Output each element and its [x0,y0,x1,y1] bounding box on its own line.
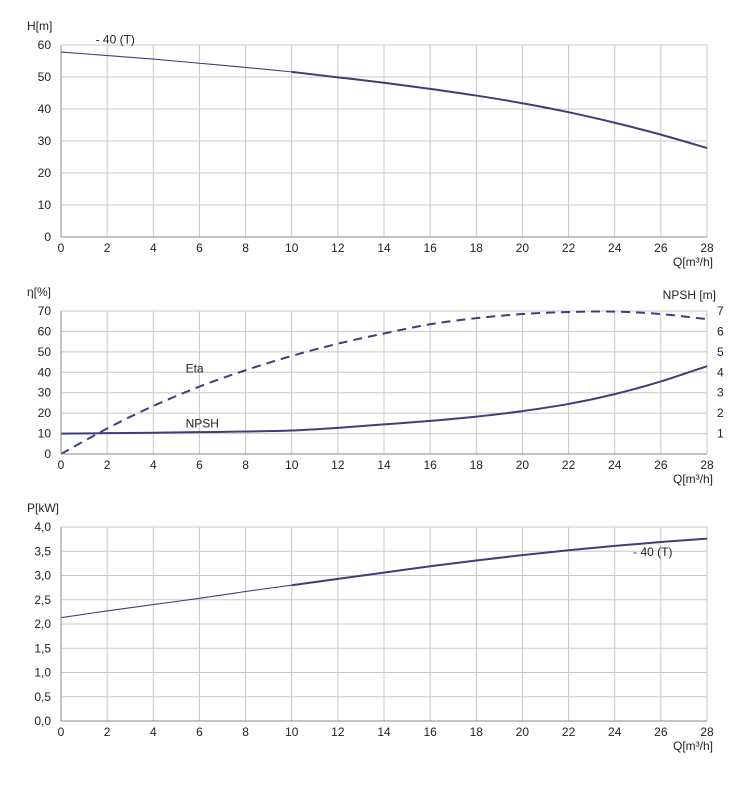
x-tick-label: 4 [150,725,157,739]
x-tick-label: 16 [423,458,437,472]
x-tick-label: 10 [285,241,299,255]
chart-panel-1: 0 2 4 6 8 10 12 14 16 18 20 22 24 26 280102030405060H[… [27,19,714,269]
y-tick-label-right: 1 [717,427,724,441]
x-tick-label: 10 [285,725,299,739]
y-tick-label: 0,0 [34,714,51,728]
y-tick-label-right: 2 [717,406,724,420]
chart-panel-2: 0 2 4 6 8 10 12 14 16 18 20 22 24 26 28010203040506070… [27,285,724,486]
x-axis-label: Q[m³/h] [673,739,713,753]
y-tick-label: 10 [38,198,52,212]
y-tick-label: 50 [38,70,52,84]
series-label: Eta [186,361,204,375]
y-axis-label-right: NPSH [m] [663,288,716,302]
x-tick-label: 26 [654,458,668,472]
series-line-1-thin [60,584,292,619]
x-tick-label: 12 [331,458,345,472]
x-tick-label: 12 [331,241,345,255]
series-label: - 40 (T) [96,32,135,46]
x-tick-label: 14 [377,458,391,472]
y-tick-label: 0,5 [34,690,51,704]
series-line-1 [291,70,708,150]
y-tick-label-right: 7 [717,304,724,318]
x-tick-label: 24 [608,725,622,739]
x-tick-label: 12 [331,725,345,739]
x-tick-label: 16 [423,725,437,739]
x-tick-label: 10 [285,458,299,472]
y-tick-label: 50 [38,345,52,359]
y-tick-label: 2,5 [34,593,51,607]
x-tick-label: 28 [700,725,714,739]
series-line-1 [60,310,708,455]
x-axis-label: Q[m³/h] [673,472,713,486]
x-tick-label: 8 [242,458,249,472]
x-tick-label: 4 [150,241,157,255]
x-tick-label: 16 [423,241,437,255]
y-tick-label-right: 6 [717,324,724,338]
series-line-1-thin [60,51,292,73]
y-tick-label: 0 [44,447,51,461]
chart-panel-3: 0 2 4 6 8 10 12 14 16 18 20 22 24 26 280,00,51,01,52,0… [27,501,714,753]
x-tick-label: 2 [104,725,111,739]
x-tick-label: 28 [700,241,714,255]
y-tick-label-right: 5 [717,345,724,359]
series-line-1 [291,537,708,587]
series-label: NPSH [186,416,219,430]
y-tick-label: 20 [38,406,52,420]
y-tick-label: 30 [38,134,52,148]
x-tick-label: 24 [608,241,622,255]
y-tick-label: 1,0 [34,666,51,680]
x-tick-label: 26 [654,241,668,255]
x-tick-label: 26 [654,725,668,739]
x-tick-label: 0 [58,458,65,472]
y-tick-label: 2,0 [34,617,51,631]
x-tick-label: 28 [700,458,714,472]
x-axis-label: Q[m³/h] [673,255,713,269]
x-tick-label: 20 [516,725,530,739]
y-tick-label: 30 [38,386,52,400]
y-tick-label: 0 [44,230,51,244]
y-tick-label-right: 3 [717,386,724,400]
x-tick-label: 22 [562,241,576,255]
x-tick-label: 8 [242,241,249,255]
x-tick-label: 2 [104,458,111,472]
y-axis-label: H[m] [27,19,52,33]
x-tick-label: 22 [562,725,576,739]
x-tick-label: 24 [608,458,622,472]
x-tick-label: 6 [196,458,203,472]
x-tick-label: 8 [242,725,249,739]
y-tick-label: 3,5 [34,544,51,558]
y-tick-label: 60 [38,324,52,338]
series-label: - 40 (T) [633,545,672,559]
x-tick-label: 6 [196,241,203,255]
x-tick-label: 20 [516,241,530,255]
x-tick-label: 0 [58,241,65,255]
x-tick-label: 18 [470,458,484,472]
y-tick-label: 3,0 [34,569,51,583]
y-tick-label-right: 4 [717,365,724,379]
y-tick-label: 20 [38,166,52,180]
y-tick-label: 70 [38,304,52,318]
x-tick-label: 6 [196,725,203,739]
y-tick-label: 40 [38,365,52,379]
x-tick-label: 0 [58,725,65,739]
y-tick-label: 60 [38,38,52,52]
y-tick-label: 4,0 [34,520,51,534]
series-line-2 [60,365,708,435]
x-tick-label: 18 [470,241,484,255]
x-tick-label: 18 [470,725,484,739]
y-axis-label: η[%] [27,285,51,299]
y-tick-label: 1,5 [34,641,51,655]
y-tick-label: 10 [38,427,52,441]
x-tick-label: 4 [150,458,157,472]
x-tick-label: 14 [377,725,391,739]
x-tick-label: 2 [104,241,111,255]
x-tick-label: 14 [377,241,391,255]
x-tick-label: 22 [562,458,576,472]
x-tick-label: 20 [516,458,530,472]
y-tick-label: 40 [38,102,52,116]
y-axis-label: P[kW] [27,501,59,515]
